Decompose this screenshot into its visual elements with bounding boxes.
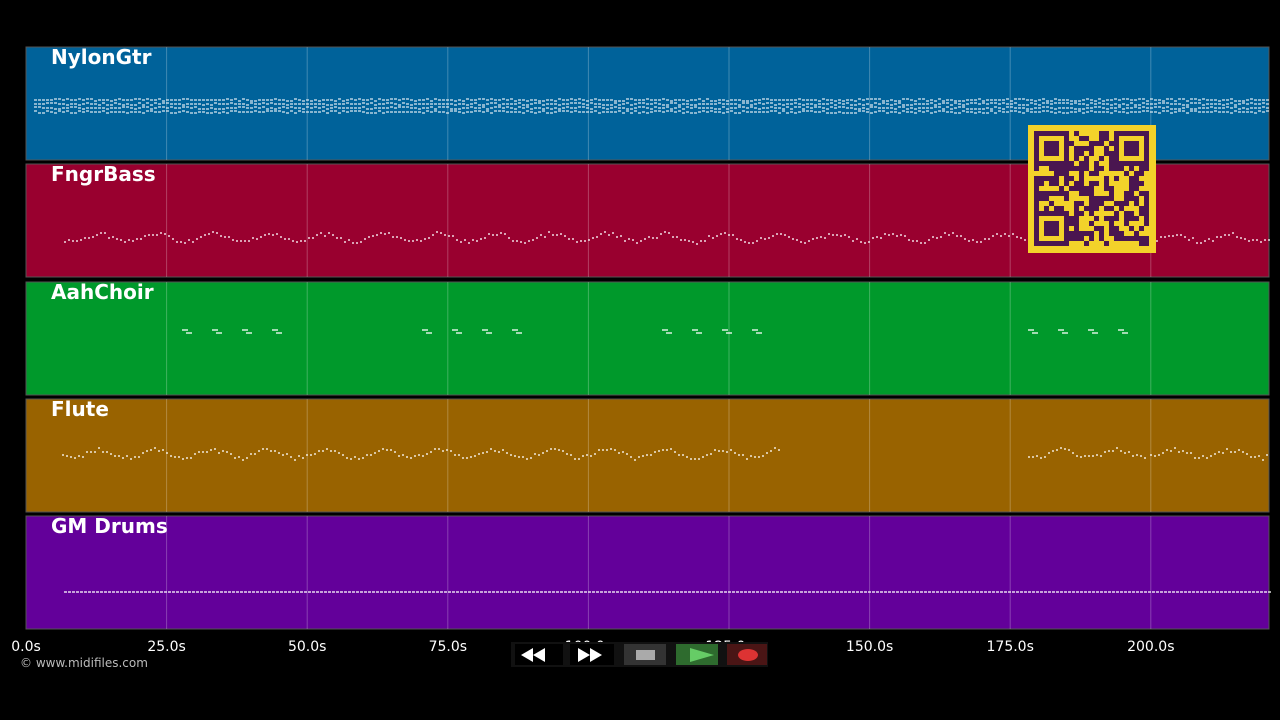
play-button[interactable]: [676, 644, 718, 665]
notes: [62, 447, 1268, 461]
track-lane: [25, 515, 1270, 630]
time-tick-label: 175.0s: [987, 639, 1034, 655]
qr-code: [1028, 125, 1156, 253]
copyright: © www.midifiles.com: [20, 656, 148, 670]
time-tick-label: 75.0s: [429, 639, 467, 655]
time-tick-label: 150.0s: [846, 639, 893, 655]
time-tick-label: 0.0s: [11, 639, 41, 655]
track-name: NylonGtr: [51, 45, 152, 69]
time-tick-label: 25.0s: [147, 639, 185, 655]
track-lane: [25, 281, 1270, 396]
record-button[interactable]: [727, 644, 767, 665]
stop-button[interactable]: [624, 644, 666, 665]
time-tick-label: 50.0s: [288, 639, 326, 655]
track-name: Flute: [51, 397, 109, 421]
track-name: FngrBass: [51, 162, 156, 186]
notes: [182, 329, 1128, 334]
track-name: GM Drums: [51, 514, 168, 538]
track-name: AahChoir: [51, 280, 154, 304]
notes: [34, 98, 1269, 114]
transport: [511, 642, 768, 667]
rewind-button[interactable]: [515, 644, 563, 665]
qr-modules: [1034, 131, 1149, 246]
time-tick-label: 200.0s: [1127, 639, 1174, 655]
forward-button[interactable]: [570, 644, 614, 665]
